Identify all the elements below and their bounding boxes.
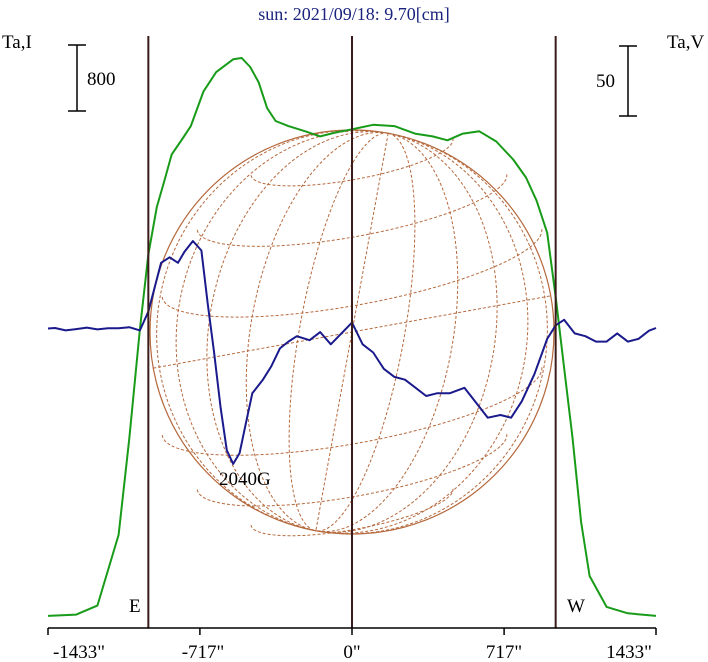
west-limb-label: W (567, 596, 585, 617)
latitude-line (250, 138, 454, 187)
latitude-line (196, 434, 508, 507)
longitude-line (315, 132, 498, 533)
x-tick-label: 0" (343, 642, 360, 662)
scale-bar-left (68, 44, 86, 112)
y-axis-label-right: Ta,V (667, 32, 704, 53)
y-axis-label-left: Ta,I (2, 32, 32, 53)
curve-layer (47, 57, 657, 617)
longitude-line (156, 129, 389, 532)
longitude-line (315, 132, 416, 532)
longitude-line (315, 132, 548, 535)
longitude-line (176, 130, 389, 532)
longitude-line (288, 132, 389, 532)
scale-label-left: 800 (87, 69, 116, 90)
intensity-curve (47, 57, 657, 617)
latitude-line (196, 174, 508, 247)
scale-bar-right (619, 45, 637, 117)
axis-layer (47, 36, 657, 635)
chart-title: sun: 2021/09/18: 9.70[cm] (258, 4, 450, 24)
active-region-annotation: 2040G (219, 469, 271, 490)
x-tick-label: -1433" (53, 642, 105, 662)
latitude-line (161, 367, 543, 456)
x-tick-label: 717" (486, 642, 522, 662)
longitude-line (315, 132, 528, 534)
latitude-line (161, 228, 543, 318)
x-tick-label: 1433" (606, 642, 652, 662)
scale-label-right: 50 (596, 71, 615, 92)
x-tick-label: -717" (182, 642, 225, 662)
polarization-curve (47, 240, 657, 465)
longitude-line (206, 131, 389, 532)
latitude-line (250, 488, 454, 537)
east-limb-label: E (129, 596, 141, 617)
